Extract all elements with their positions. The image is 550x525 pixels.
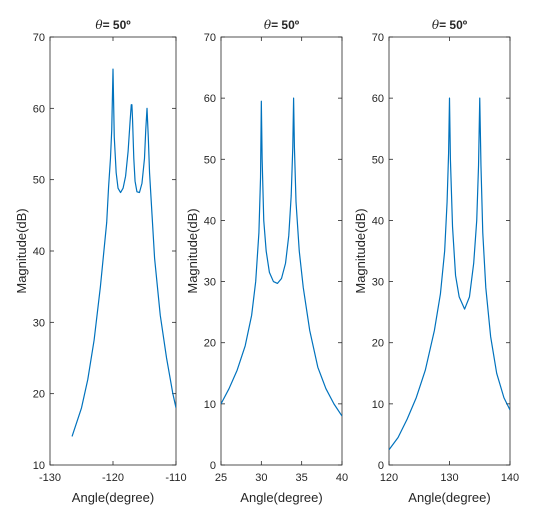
y-tick-label: 30 [372, 277, 384, 289]
subplot-title: θ= 50º [95, 18, 131, 32]
y-tick-label: 30 [204, 277, 216, 289]
subplot-title: θ= 50º [432, 18, 468, 32]
series-line [221, 97, 342, 417]
x-tick-label: 130 [440, 472, 458, 484]
y-tick-label: 20 [372, 338, 384, 350]
y-tick-label: 60 [33, 103, 45, 115]
y-tick-label: 20 [33, 389, 45, 401]
y-tick-label: 70 [33, 32, 45, 44]
y-tick-label: 10 [33, 460, 45, 472]
y-tick-label: 50 [33, 175, 45, 187]
y-tick-label: 20 [204, 338, 216, 350]
x-tick-label: 140 [501, 472, 519, 484]
x-tick-label: 25 [215, 472, 227, 484]
title-value: = 50º [103, 18, 132, 32]
title-value: = 50º [271, 18, 300, 32]
y-tick-label: 0 [210, 460, 216, 472]
y-tick-label: 40 [372, 215, 384, 227]
series-line [71, 68, 176, 437]
x-tick-label: 120 [380, 472, 398, 484]
subplot-2: 0 10 20 30 40 50 60 70 25 30 35 40 θ= 50º Angle(degre… [185, 18, 348, 505]
y-tick-label: 70 [204, 32, 216, 44]
y-tick-label: 70 [372, 32, 384, 44]
subplot-1: 10 20 30 40 50 60 70 -130 -120 -110 θ= 50º Angle(de… [14, 18, 187, 505]
theta-symbol: θ [432, 18, 440, 32]
y-tick-label: 40 [33, 246, 45, 258]
x-axis-label: Angle(degree) [72, 490, 154, 505]
series-line [389, 97, 510, 451]
y-tick-label: 0 [378, 460, 384, 472]
y-axis-label: Magnitude(dB) [185, 208, 200, 293]
y-tick-label: 60 [372, 93, 384, 105]
x-tick-label: -120 [102, 472, 124, 484]
y-tick-label: 10 [372, 399, 384, 411]
y-tick-label: 60 [204, 93, 216, 105]
y-tick-label: 50 [204, 154, 216, 166]
x-axis-label: Angle(degree) [408, 490, 490, 505]
title-value: = 50º [439, 18, 468, 32]
axes-box [220, 36, 343, 466]
subplot-3: 0 10 20 30 40 50 60 70 120 130 140 θ= 50º Angle(degr… [353, 18, 519, 505]
theta-symbol: θ [95, 18, 103, 32]
y-tick-label: 40 [204, 215, 216, 227]
x-tick-label: -130 [39, 472, 61, 484]
x-tick-label: 30 [255, 472, 267, 484]
subplot-title: θ= 50º [264, 18, 300, 32]
x-tick-label: -110 [165, 472, 186, 484]
x-tick-label: 40 [336, 472, 348, 484]
y-axis-label: Magnitude(dB) [14, 208, 29, 293]
y-tick-label: 30 [33, 317, 45, 329]
x-axis-label: Angle(degree) [240, 490, 322, 505]
y-tick-label: 10 [204, 399, 216, 411]
y-axis-label: Magnitude(dB) [353, 208, 368, 293]
x-tick-label: 35 [296, 472, 308, 484]
y-tick-label: 50 [372, 154, 384, 166]
theta-symbol: θ [264, 18, 272, 32]
